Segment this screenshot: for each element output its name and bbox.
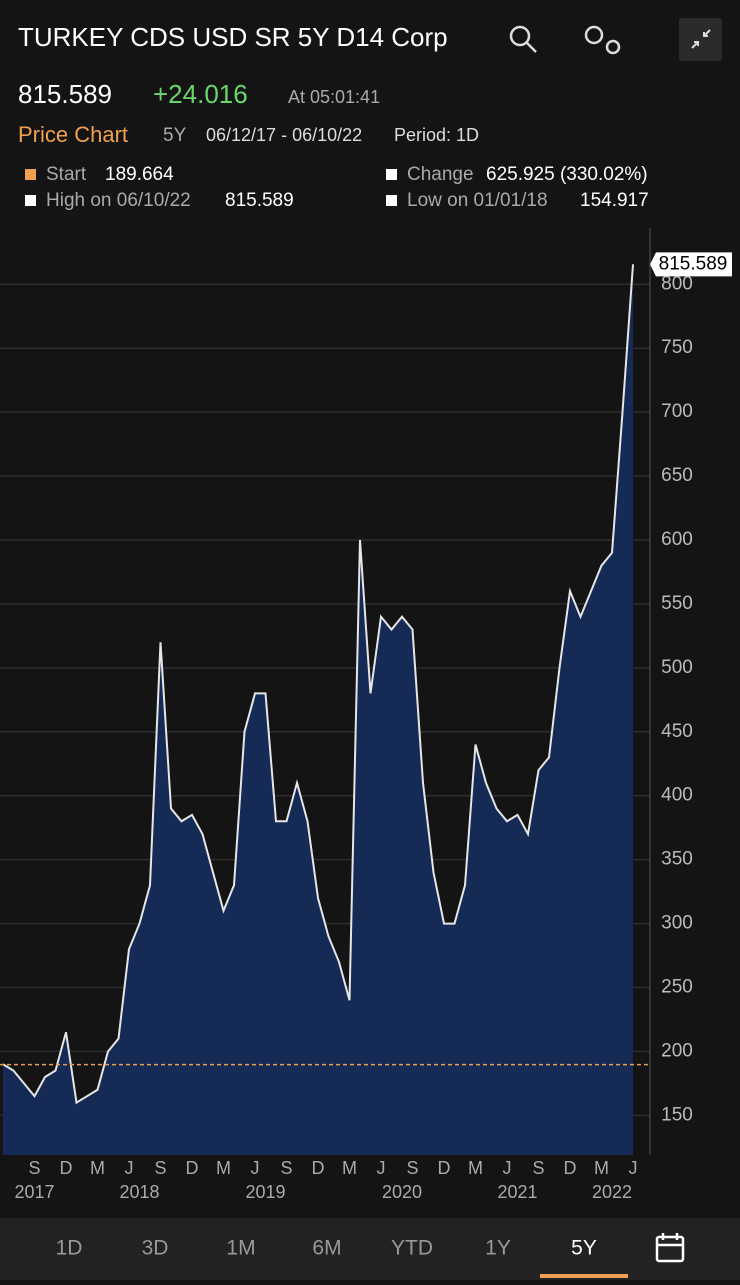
price-change: +24.016 bbox=[153, 79, 248, 109]
period-buttons: 1D 3D 1M 6M YTD 1Y 5Y bbox=[56, 1237, 628, 1278]
x-tick-label: D bbox=[564, 1158, 577, 1178]
x-tick-label: J bbox=[629, 1158, 638, 1178]
period-bar bbox=[0, 1218, 740, 1280]
year-label: 2019 bbox=[245, 1182, 285, 1202]
stats: Start 189.664 Change 625.925 (330.02%) H… bbox=[25, 164, 649, 211]
collapse-button[interactable] bbox=[679, 18, 722, 61]
y-tick-label: 600 bbox=[661, 529, 693, 550]
x-tick-label: J bbox=[125, 1158, 134, 1178]
period-button[interactable]: 1M bbox=[226, 1237, 255, 1260]
last-value-label: 815.589 bbox=[659, 253, 728, 274]
year-label: 2018 bbox=[119, 1182, 159, 1202]
search-icon[interactable] bbox=[509, 25, 537, 53]
stat-label: Low on 01/01/18 bbox=[407, 190, 548, 211]
period-button[interactable]: YTD bbox=[391, 1237, 433, 1260]
stat-value: 815.589 bbox=[225, 190, 294, 211]
x-tick-label: M bbox=[468, 1158, 483, 1178]
period-button[interactable]: 5Y bbox=[571, 1237, 597, 1260]
x-tick-label: J bbox=[503, 1158, 512, 1178]
change-swatch bbox=[386, 169, 397, 180]
year-label: 2020 bbox=[382, 1182, 422, 1202]
period-button[interactable]: 6M bbox=[312, 1237, 341, 1260]
x-tick-label: S bbox=[154, 1158, 166, 1178]
y-tick-label: 750 bbox=[661, 337, 693, 358]
stat-value: 625.925 (330.02%) bbox=[486, 164, 648, 185]
period: Period: 1D bbox=[394, 125, 479, 145]
start-swatch bbox=[25, 169, 36, 180]
plot: 150 200 250 300 350 400 450 500 550 600 650 700 750 8… bbox=[0, 228, 732, 1202]
range-label: 5Y bbox=[163, 125, 187, 146]
x-tick-label: S bbox=[28, 1158, 40, 1178]
x-tick-label: M bbox=[594, 1158, 609, 1178]
x-tick-label: M bbox=[342, 1158, 357, 1178]
year-label: 2022 bbox=[592, 1182, 632, 1202]
y-tick-label: 800 bbox=[661, 273, 693, 294]
y-tick-label: 300 bbox=[661, 913, 693, 934]
price: 815.589 bbox=[18, 79, 112, 109]
x-tick-label: D bbox=[186, 1158, 199, 1178]
y-tick-label: 500 bbox=[661, 657, 693, 678]
y-tick-label: 200 bbox=[661, 1040, 693, 1061]
stat-label: Change bbox=[407, 164, 474, 185]
x-tick-label: S bbox=[532, 1158, 544, 1178]
timestamp: At 05:01:41 bbox=[288, 87, 380, 107]
title: TURKEY CDS USD SR 5Y D14 Corp bbox=[18, 22, 448, 52]
area-fill bbox=[3, 264, 633, 1155]
high-swatch bbox=[25, 195, 36, 206]
year-label: 2021 bbox=[497, 1182, 537, 1202]
x-tick-label: D bbox=[60, 1158, 73, 1178]
x-tick-label: S bbox=[280, 1158, 292, 1178]
x-tick-label: J bbox=[377, 1158, 386, 1178]
year-label: 2017 bbox=[14, 1182, 54, 1202]
price-chart-label: Price Chart bbox=[18, 122, 128, 147]
y-tick-label: 250 bbox=[661, 977, 693, 998]
x-tick-label: D bbox=[438, 1158, 451, 1178]
date-range: 06/12/17 - 06/10/22 bbox=[206, 125, 362, 145]
y-tick-label: 550 bbox=[661, 593, 693, 614]
x-tick-label: M bbox=[90, 1158, 105, 1178]
y-tick-label: 450 bbox=[661, 721, 693, 742]
low-swatch bbox=[386, 195, 397, 206]
y-tick-label: 650 bbox=[661, 465, 693, 486]
y-tick-label: 350 bbox=[661, 849, 693, 870]
period-button[interactable]: 3D bbox=[142, 1237, 169, 1260]
y-tick-label: 700 bbox=[661, 401, 693, 422]
y-tick-label: 150 bbox=[661, 1104, 693, 1125]
stat-value: 154.917 bbox=[580, 190, 649, 211]
last-value-pointer bbox=[650, 252, 732, 277]
x-tick-label: S bbox=[406, 1158, 418, 1178]
stat-value: 189.664 bbox=[105, 164, 174, 185]
stat-label: Start bbox=[46, 164, 87, 185]
settings-icon[interactable] bbox=[584, 25, 621, 55]
calendar-icon[interactable] bbox=[655, 1233, 685, 1263]
stat-label: High on 06/10/22 bbox=[46, 190, 191, 211]
x-tick-label: J bbox=[251, 1158, 260, 1178]
period-button[interactable]: 1D bbox=[56, 1237, 83, 1260]
price-line bbox=[2, 264, 634, 1105]
x-tick-label: M bbox=[216, 1158, 231, 1178]
y-tick-label: 400 bbox=[661, 785, 693, 806]
x-tick-label: D bbox=[312, 1158, 325, 1178]
period-button[interactable]: 1Y bbox=[485, 1237, 511, 1260]
selected-underline bbox=[540, 1274, 628, 1278]
